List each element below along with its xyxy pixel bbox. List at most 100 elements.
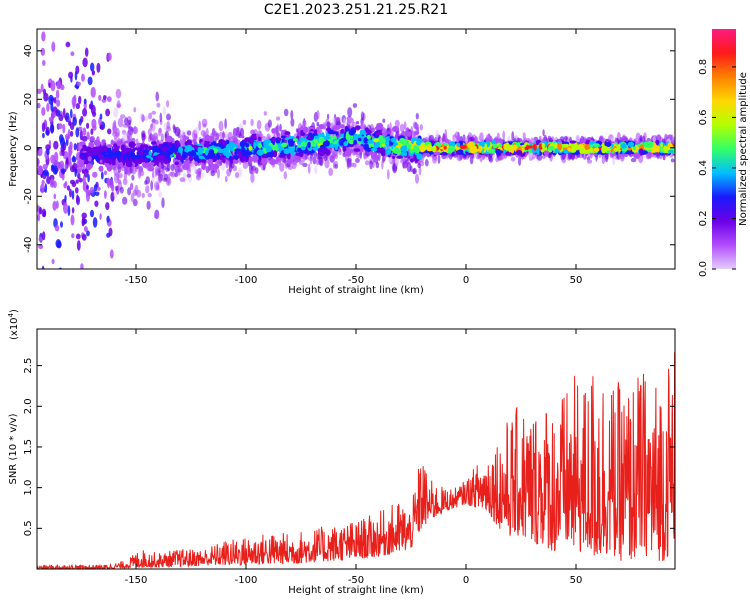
spectrogram-ridge-blob: [182, 163, 189, 170]
spectrogram-noise-blob: [52, 200, 57, 211]
spectrogram-ridge-blob: [270, 136, 277, 143]
spectrogram-ridge-blob: [283, 148, 291, 155]
spectrogram-noise-blob: [94, 200, 99, 207]
spectrogram-ridge-blob: [248, 146, 253, 151]
spectrogram-noise-blob: [38, 236, 43, 243]
spectrogram-noise-blob: [38, 207, 43, 215]
spectrogram-ridge-blob: [362, 129, 366, 136]
spectrogram-panel: -150 -100 -50 0 50 40 20 0 -20 -40 Height of str…: [8, 28, 676, 296]
spectrogram-noise-blob: [100, 171, 104, 180]
spectrogram-noise-blob: [90, 128, 94, 135]
spectrogram-noise-blob: [89, 135, 95, 142]
spectrogram-ridge-blob: [199, 139, 203, 143]
spectrogram-noise-blob: [45, 130, 50, 135]
spectrogram-ridge-blob: [225, 144, 233, 150]
spectrogram-ridge-blob: [551, 143, 557, 147]
snr-x-ticks: -150 -100 -50 0 50: [125, 329, 583, 586]
spectrogram-noise-blob: [46, 176, 51, 185]
spectrogram-ridge-blob: [205, 149, 209, 156]
spectrogram-ridge-blob: [258, 142, 262, 149]
spectrogram-ridge-blob: [144, 157, 148, 164]
spectrogram-noise-blob: [43, 88, 46, 97]
spectrogram-noise-blob: [353, 162, 357, 168]
spectrogram-noise-blob: [663, 155, 666, 161]
spectrogram-ridge-blob: [633, 152, 641, 159]
spectrogram-ridge-blob: [166, 135, 173, 143]
snr-y-tick-label: 2.5: [23, 358, 34, 374]
spectrogram-noise-blob: [44, 183, 48, 194]
spectrogram-ridge-blob: [142, 149, 151, 153]
spectrogram-noise-blob: [81, 135, 88, 142]
spectrogram-ridge-blob: [222, 147, 230, 155]
spectrogram-noise-blob: [150, 180, 154, 191]
spectrogram-noise-blob: [496, 132, 500, 140]
spectrogram-noise-blob: [38, 244, 44, 250]
spectrogram-noise-blob: [86, 184, 89, 190]
spectrogram-noise-blob: [415, 113, 419, 120]
spectrogram-noise-blob: [131, 166, 137, 175]
spectrogram-noise-blob: [63, 182, 67, 189]
spectrogram-ridge-blob: [241, 135, 245, 139]
spectrogram-noise-blob: [174, 172, 178, 178]
spectrogram-noise-blob: [193, 133, 198, 141]
spectrogram-noise-blob: [78, 95, 82, 105]
spectrogram-noise-blob: [37, 88, 42, 94]
spectrogram-noise-blob: [387, 169, 390, 180]
spectrogram-noise-blob: [137, 168, 142, 179]
spectrogram-noise-blob: [302, 162, 308, 168]
spectrogram-noise-blob: [250, 118, 254, 127]
spectrogram-ridge-blob: [601, 145, 609, 153]
spectrogram-ridge-blob: [265, 145, 273, 153]
spectrogram-ridge-blob: [406, 131, 412, 137]
spectrogram-noise-blob: [75, 233, 81, 240]
spectrogram-noise-blob: [90, 186, 94, 194]
snr-x-tick-label: 50: [570, 575, 583, 586]
spectrogram-ridge-blob: [455, 150, 460, 155]
spectrogram-noise-blob: [63, 202, 68, 214]
spectrogram-noise-blob: [85, 190, 90, 202]
spectrogram-ridge-blob: [112, 158, 116, 166]
spectrogram-ridge-blob: [240, 146, 246, 153]
spectrogram-noise-blob: [383, 128, 387, 138]
spectrogram-noise-blob: [304, 154, 308, 161]
spectrogram-noise-blob: [60, 221, 63, 228]
spectrogram-ridge-blob: [419, 145, 426, 153]
spectrogram-ridge-blob: [448, 145, 456, 153]
spectrogram-noise-blob: [66, 185, 71, 191]
spectrogram-noise-blob: [73, 94, 77, 102]
spectrogram-ridge-blob: [484, 143, 488, 151]
spectrogram-noise-blob: [189, 163, 195, 171]
spectrogram-ridge-blob: [620, 143, 627, 149]
spectrogram-noise-blob: [71, 156, 77, 163]
spectrogram-ridge-blob: [194, 161, 198, 167]
spectrogram-noise-blob: [58, 267, 63, 269]
spectrogram-noise-blob: [567, 151, 573, 160]
spectrogram-noise-blob: [365, 160, 370, 166]
spectrogram-noise-blob: [78, 177, 83, 183]
spectrogram-noise-blob: [309, 157, 313, 165]
spectrogram-noise-blob: [106, 215, 110, 223]
spectrogram-ridge-blob: [313, 135, 319, 140]
spectrogram-noise-blob: [279, 123, 282, 132]
spectrogram-noise-blob: [242, 119, 247, 125]
spectrogram-noise-blob: [75, 103, 81, 110]
spectrogram-y-tick-label: -20: [23, 188, 34, 204]
spectrogram-noise-blob: [412, 121, 417, 129]
spectrogram-ridge-blob: [357, 137, 362, 142]
spectrogram-ridge-blob: [114, 154, 118, 158]
spectrogram-ridge-blob: [276, 137, 282, 141]
spectrogram-noise-blob: [224, 131, 229, 140]
spectrogram-ridge-blob: [300, 146, 306, 151]
spectrogram-ridge-blob: [593, 147, 600, 152]
spectrogram-noise-blob: [406, 161, 412, 173]
spectrogram-ridge-blob: [246, 151, 253, 156]
spectrogram-ridge-blob: [261, 157, 268, 165]
spectrogram-ridge-blob: [158, 162, 162, 170]
spectrogram-noise-blob: [82, 57, 88, 68]
spectrogram-noise-blob: [82, 108, 88, 117]
spectrogram-ridge-blob: [373, 138, 380, 143]
figure-title: C2E1.2023.251.21.25.R21: [264, 2, 448, 18]
spectrogram-noise-blob: [122, 132, 128, 143]
spectrogram-noise-blob: [65, 133, 70, 140]
spectrogram-ridge-blob: [370, 152, 376, 160]
